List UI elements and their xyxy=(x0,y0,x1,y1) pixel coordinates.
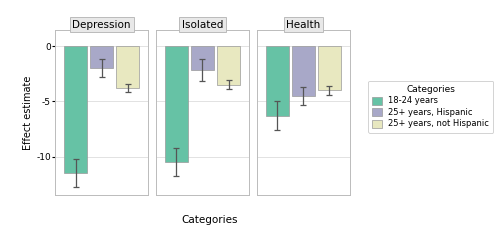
Legend: 18-24 years, 25+ years, Hispanic, 25+ years, not Hispanic: 18-24 years, 25+ years, Hispanic, 25+ ye… xyxy=(368,81,494,133)
Bar xyxy=(90,46,113,68)
Bar xyxy=(318,46,341,90)
Title: Depression: Depression xyxy=(72,20,131,30)
Bar xyxy=(191,46,214,70)
Bar xyxy=(165,46,188,162)
Bar xyxy=(266,46,288,116)
Title: Isolated: Isolated xyxy=(182,20,223,30)
Bar xyxy=(116,46,140,88)
Bar xyxy=(217,46,240,85)
Bar xyxy=(64,46,87,173)
Bar xyxy=(292,46,315,96)
Y-axis label: Effect estimate: Effect estimate xyxy=(24,75,34,150)
Title: Health: Health xyxy=(286,20,320,30)
Text: Categories: Categories xyxy=(182,215,238,225)
